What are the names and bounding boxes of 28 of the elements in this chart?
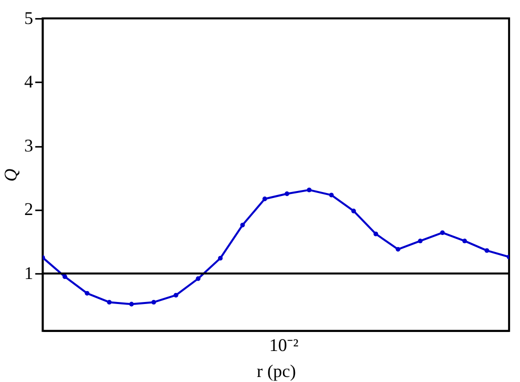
point [84, 290, 90, 296]
point [306, 188, 312, 192]
point [462, 238, 467, 244]
point [62, 274, 68, 280]
point [218, 256, 223, 261]
point [440, 230, 445, 235]
y-tick-label: 5 [24, 8, 34, 28]
point [151, 300, 156, 305]
point [240, 222, 245, 228]
point [329, 192, 334, 198]
point [396, 246, 400, 252]
point [262, 196, 268, 202]
y-tick-label: 3 [24, 135, 34, 156]
point [284, 191, 290, 196]
y-tick-label: 4 [24, 72, 34, 92]
point [484, 248, 490, 253]
point [196, 276, 200, 281]
y-tick-label: 1 [24, 262, 34, 283]
point [418, 238, 423, 244]
x-axis-title: r (pc) [256, 361, 296, 382]
point [129, 302, 134, 306]
y-axis-title: Q [0, 168, 20, 182]
point [106, 300, 112, 305]
point [373, 232, 378, 236]
point [351, 208, 356, 214]
point [174, 292, 178, 298]
y-tick-label: 2 [24, 199, 34, 220]
text: 10⁻² [269, 334, 298, 355]
